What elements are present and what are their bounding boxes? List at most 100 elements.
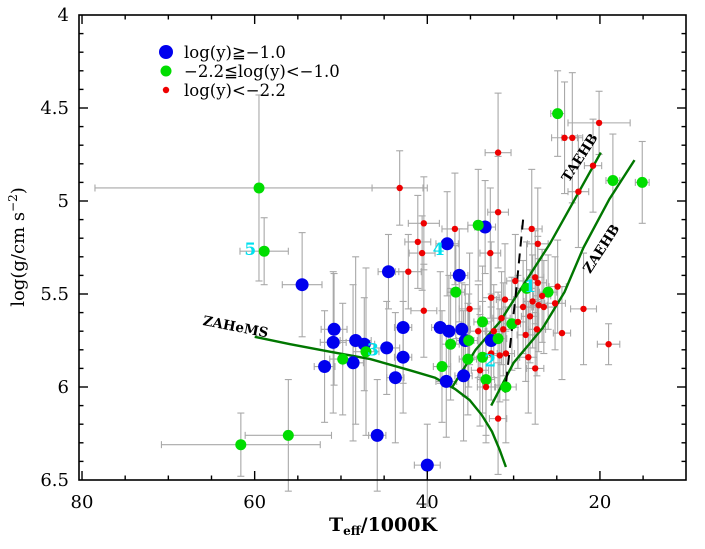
data-point <box>575 188 582 195</box>
data-point <box>500 381 512 393</box>
data-point <box>451 225 459 233</box>
legend-marker <box>160 65 172 77</box>
data-point <box>538 292 546 300</box>
data-point <box>542 286 554 298</box>
data-point <box>337 353 349 365</box>
annotation-label: 2 <box>484 352 496 372</box>
data-point <box>514 318 522 326</box>
data-point <box>525 354 532 361</box>
data-point <box>360 346 372 358</box>
data-point <box>463 335 475 346</box>
data-point <box>561 134 568 141</box>
data-point <box>554 283 561 290</box>
data-point <box>569 134 576 141</box>
data-point <box>396 184 403 192</box>
data-point <box>318 360 332 373</box>
data-point <box>235 439 247 451</box>
y-tick-label: 6.5 <box>40 470 69 491</box>
plot-frame <box>78 14 687 481</box>
y-axis-title: log(g/cm s−2) <box>6 187 29 307</box>
data-point <box>380 341 394 355</box>
data-point <box>540 303 547 311</box>
data-point <box>475 328 482 335</box>
curve-taehb <box>451 152 602 388</box>
data-point <box>436 361 448 372</box>
data-point <box>382 265 395 279</box>
data-point <box>506 318 518 330</box>
x-tick-label: 80 <box>71 492 94 513</box>
annotation-label: 5 <box>244 240 256 260</box>
data-point <box>500 326 507 333</box>
legend-label: −2.2≦log(y)<−1.0 <box>184 62 340 81</box>
data-point <box>589 162 597 169</box>
annotation-label: 4 <box>433 240 445 260</box>
data-point <box>595 119 603 127</box>
annotation-label: 1 <box>524 277 536 297</box>
data-point <box>440 237 454 251</box>
data-point <box>420 307 427 314</box>
legend-label: log(y)≧−1.0 <box>184 43 286 62</box>
data-point <box>476 367 484 374</box>
data-point <box>472 219 484 231</box>
y-tick-label: 5.5 <box>40 284 69 305</box>
data-point <box>477 351 488 363</box>
data-point <box>445 338 457 350</box>
data-point <box>551 300 559 307</box>
data-point <box>418 249 426 257</box>
legend-marker <box>162 86 170 94</box>
data-point <box>480 374 492 386</box>
data-point <box>420 458 434 472</box>
data-point <box>534 240 541 247</box>
data-point <box>466 305 473 313</box>
points-layer <box>235 108 648 472</box>
ticks-layer <box>79 15 686 480</box>
y-tick-label: 6 <box>58 377 69 398</box>
data-point <box>477 316 488 328</box>
data-point <box>522 331 529 339</box>
data-point <box>521 282 533 294</box>
x-tick-label: 20 <box>588 492 611 513</box>
series-1 <box>235 108 648 451</box>
annotation-label: 3 <box>367 340 379 360</box>
data-point <box>295 278 309 292</box>
data-point <box>532 365 539 372</box>
data-point <box>414 238 421 246</box>
data-point <box>396 350 410 364</box>
y-tick-label: 4 <box>58 5 69 26</box>
data-point <box>636 176 648 188</box>
data-point <box>534 279 541 286</box>
data-point <box>490 328 497 335</box>
legend-marker <box>159 45 173 59</box>
data-point <box>487 249 494 257</box>
data-point <box>253 182 265 194</box>
data-point <box>482 383 490 391</box>
x-tick-label: 60 <box>243 492 266 513</box>
data-point <box>457 369 471 383</box>
data-point <box>532 274 539 281</box>
data-point <box>494 149 502 156</box>
data-point <box>327 322 341 336</box>
data-point <box>405 268 412 275</box>
data-point <box>528 225 535 233</box>
data-point <box>370 428 384 442</box>
data-point <box>558 329 566 337</box>
legend-label: log(y)<−2.2 <box>184 81 286 100</box>
data-point <box>533 326 541 333</box>
data-point <box>498 315 505 322</box>
data-point <box>462 353 474 365</box>
y-tick-label: 4.5 <box>40 98 69 119</box>
data-point <box>605 341 612 348</box>
data-point <box>455 322 469 336</box>
data-point <box>529 298 536 305</box>
x-tick-label: 40 <box>416 492 439 513</box>
data-point <box>282 429 294 441</box>
curve-zaehb <box>490 159 636 407</box>
data-point <box>502 350 510 357</box>
data-point <box>492 333 504 345</box>
data-point <box>450 286 462 298</box>
data-point <box>396 321 410 334</box>
